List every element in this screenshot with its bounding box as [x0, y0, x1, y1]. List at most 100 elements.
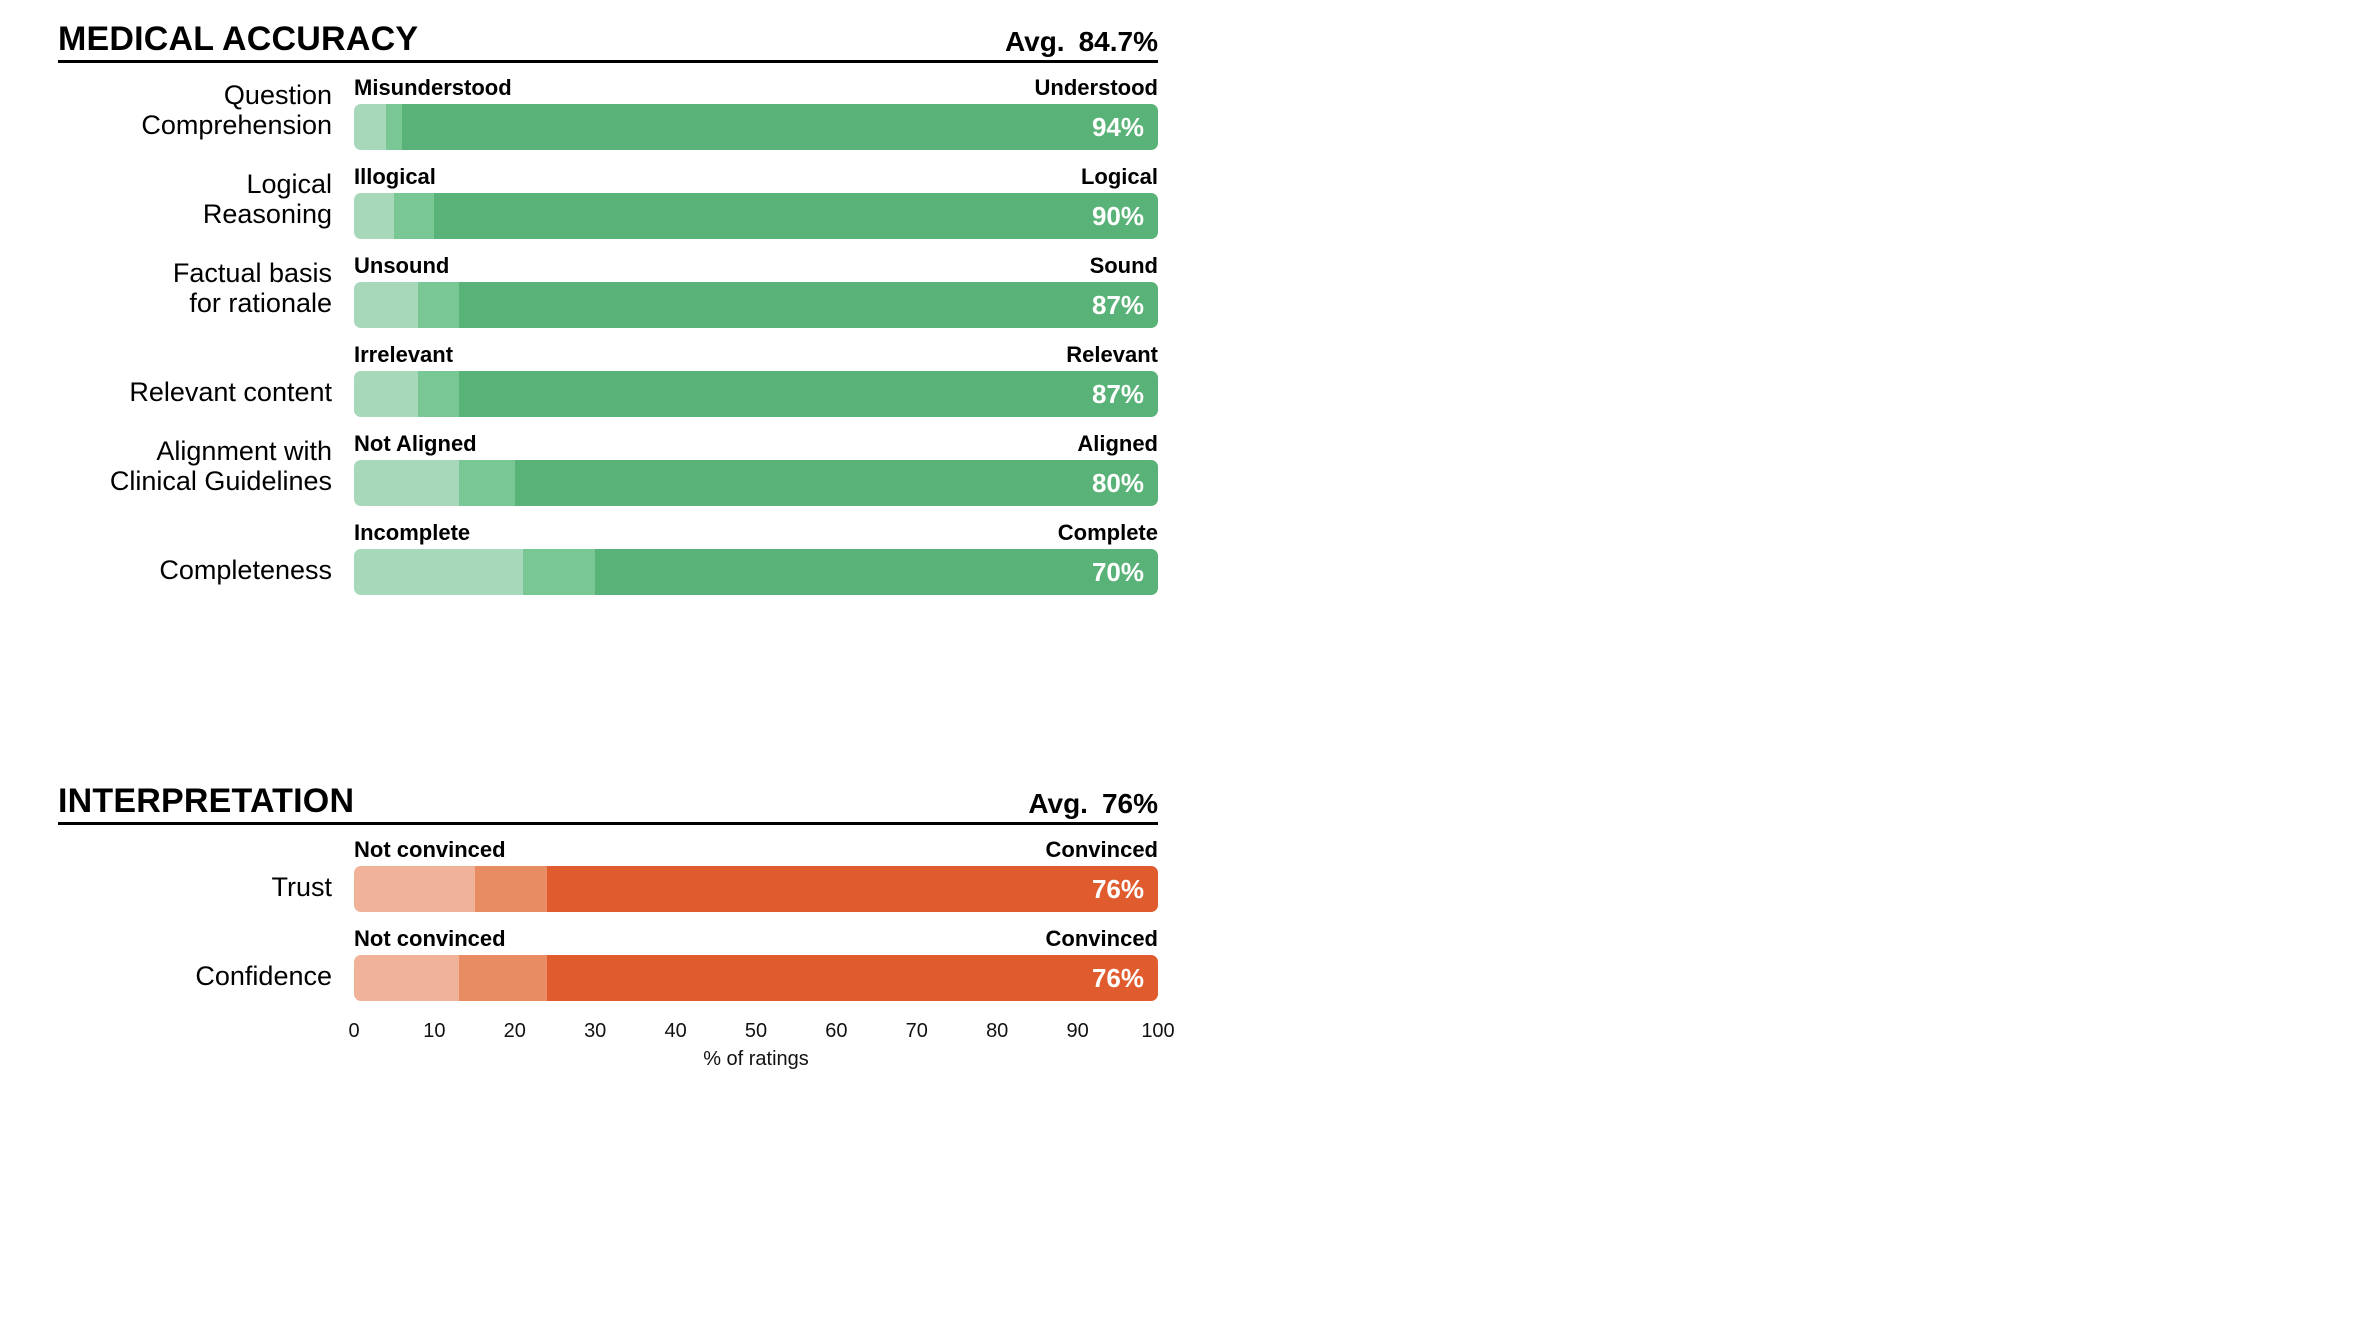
pole-label-left: Not convinced [354, 837, 506, 862]
average-label: Avg. [1028, 788, 1088, 819]
bar-segment-3 [514, 460, 1158, 506]
pole-labels: Incomplete Complete [354, 522, 1158, 549]
section-rule [58, 822, 1158, 825]
pole-label-left: Unsound [354, 253, 450, 278]
pole-labels: Unsound Sound [354, 255, 1158, 282]
pole-label-right: Logical [1080, 164, 1158, 189]
stacked-bar: 90% [354, 193, 1158, 239]
bar-value-label: 76% [1091, 963, 1144, 993]
pole-label-left: Not convinced [354, 926, 506, 951]
stacked-bar: 80% [354, 460, 1158, 506]
pole-label-right: Aligned [1077, 431, 1158, 456]
bar-row: Alignment with Clinical Guidelines Not Al… [58, 433, 1158, 506]
bar-segment-3 [546, 955, 1158, 1001]
bar-segment-1 [354, 866, 475, 912]
bar-value-label: 76% [1091, 874, 1144, 904]
row-label: Logical Reasoning [202, 168, 332, 229]
axis-tick: 10 [423, 1020, 446, 1042]
bar-segment-1 [354, 460, 459, 506]
bar-segment-1 [354, 193, 395, 239]
bar-segment-1 [354, 955, 459, 1001]
bar-value-label: 87% [1091, 379, 1144, 409]
average-value: 84.7% [1078, 26, 1158, 57]
row-body: Misunderstood Understood 94% [354, 77, 1158, 150]
axis-tick: 30 [584, 1020, 607, 1042]
row-label: Question Comprehension [141, 79, 332, 140]
section-average: Avg. 76% [1028, 790, 1158, 818]
pole-label-left: Illogical [354, 164, 436, 189]
bar-row: Relevant content Irrelevant Relevant 87% [58, 344, 1158, 417]
pole-labels: Irrelevant Relevant [354, 344, 1158, 371]
bar-row: Factual basis for rationale Unsound Sound 8… [58, 255, 1158, 328]
bar-segment-1 [354, 282, 419, 328]
section-header: MEDICAL ACCURACY Avg. 84.7% [58, 22, 1158, 60]
section-average: Avg. 84.7% [1005, 28, 1158, 56]
row-label: Relevant content [129, 376, 332, 407]
average-label: Avg. [1004, 26, 1065, 57]
section-title: INTERPRETATION [58, 782, 355, 820]
stacked-bar: 76% [354, 955, 1158, 1001]
axis-tick: 60 [825, 1020, 848, 1042]
bar-row: Confidence Not convinced Convinced 76% [58, 928, 1158, 1001]
bar-segment-3 [458, 282, 1158, 328]
stacked-bar: 87% [354, 371, 1158, 417]
bar-value-label: 94% [1091, 112, 1144, 142]
pole-label-right: Convinced [1045, 837, 1158, 862]
axis-tick-labels: 0 10 20 30 40 50 60 70 80 90 100 [348, 1017, 1174, 1047]
pole-labels: Not convinced Convinced [354, 839, 1158, 866]
bar-row: Trust Not convinced Convinced 76% [58, 839, 1158, 912]
axis-tick: 40 [664, 1020, 687, 1042]
row-body: Not convinced Convinced 76% [354, 839, 1158, 912]
stacked-bar: 76% [354, 866, 1158, 912]
pole-label-right: Understood [1034, 75, 1158, 100]
row-label: Factual basis for rationale [172, 257, 332, 318]
pole-label-left: Incomplete [354, 520, 471, 545]
row-label: Alignment with Clinical Guidelines [109, 435, 332, 496]
row-body: Unsound Sound 87% [354, 255, 1158, 328]
section-title: MEDICAL ACCURACY [58, 20, 419, 58]
pole-label-right: Relevant [1066, 342, 1158, 367]
pole-labels: Not convinced Convinced [354, 928, 1158, 955]
bar-segment-3 [458, 371, 1158, 417]
pole-labels: Not Aligned Aligned [354, 433, 1158, 460]
section-interpretation: INTERPRETATION Avg. 76% Trust Not convinced C… [58, 784, 1175, 1073]
pole-label-right: Complete [1057, 520, 1158, 545]
stacked-bar: 94% [354, 104, 1158, 150]
bar-segment-3 [402, 104, 1158, 150]
bar-rows: Trust Not convinced Convinced 76% Confidence… [58, 839, 1158, 1001]
stacked-bar: 87% [354, 282, 1158, 328]
pole-label-left: Misunderstood [354, 75, 512, 100]
stacked-bar: 70% [354, 549, 1158, 595]
bar-segment-1 [354, 371, 419, 417]
row-body: Incomplete Complete 70% [354, 522, 1158, 595]
bar-segment-3 [434, 193, 1158, 239]
bar-value-label: 80% [1091, 468, 1144, 498]
bar-value-label: 87% [1091, 290, 1144, 320]
axis-row: 0 10 20 30 40 50 60 70 80 90 100 % of ratings [58, 1017, 1174, 1073]
pole-label-left: Irrelevant [354, 342, 454, 367]
axis-body: 0 10 20 30 40 50 60 70 80 90 100 % of ratings [348, 1017, 1174, 1073]
bar-segment-2 [522, 549, 596, 595]
bar-segment-3 [595, 549, 1158, 595]
pole-label-left: Not Aligned [354, 431, 477, 456]
average-value: 76% [1101, 788, 1158, 819]
bar-segment-1 [354, 104, 387, 150]
axis-tick: 80 [986, 1020, 1009, 1042]
pole-labels: Illogical Logical [354, 166, 1158, 193]
bar-segment-2 [458, 460, 515, 506]
row-label: Confidence [195, 960, 332, 991]
row-body: Irrelevant Relevant 87% [354, 344, 1158, 417]
section-header: INTERPRETATION Avg. 76% [58, 784, 1158, 822]
axis-row-spacer [58, 1063, 354, 1073]
bar-row: Question Comprehension Misunderstood Under… [58, 77, 1158, 150]
bar-row: Completeness Incomplete Complete 70% [58, 522, 1158, 595]
axis-tick: 20 [503, 1020, 526, 1042]
row-body: Not convinced Convinced 76% [354, 928, 1158, 1001]
bar-value-label: 90% [1091, 201, 1144, 231]
axis-tick: 90 [1066, 1020, 1089, 1042]
row-body: Illogical Logical 90% [354, 166, 1158, 239]
bar-value-label: 70% [1091, 557, 1144, 587]
pole-labels: Misunderstood Understood [354, 77, 1158, 104]
bar-segment-2 [418, 282, 459, 328]
